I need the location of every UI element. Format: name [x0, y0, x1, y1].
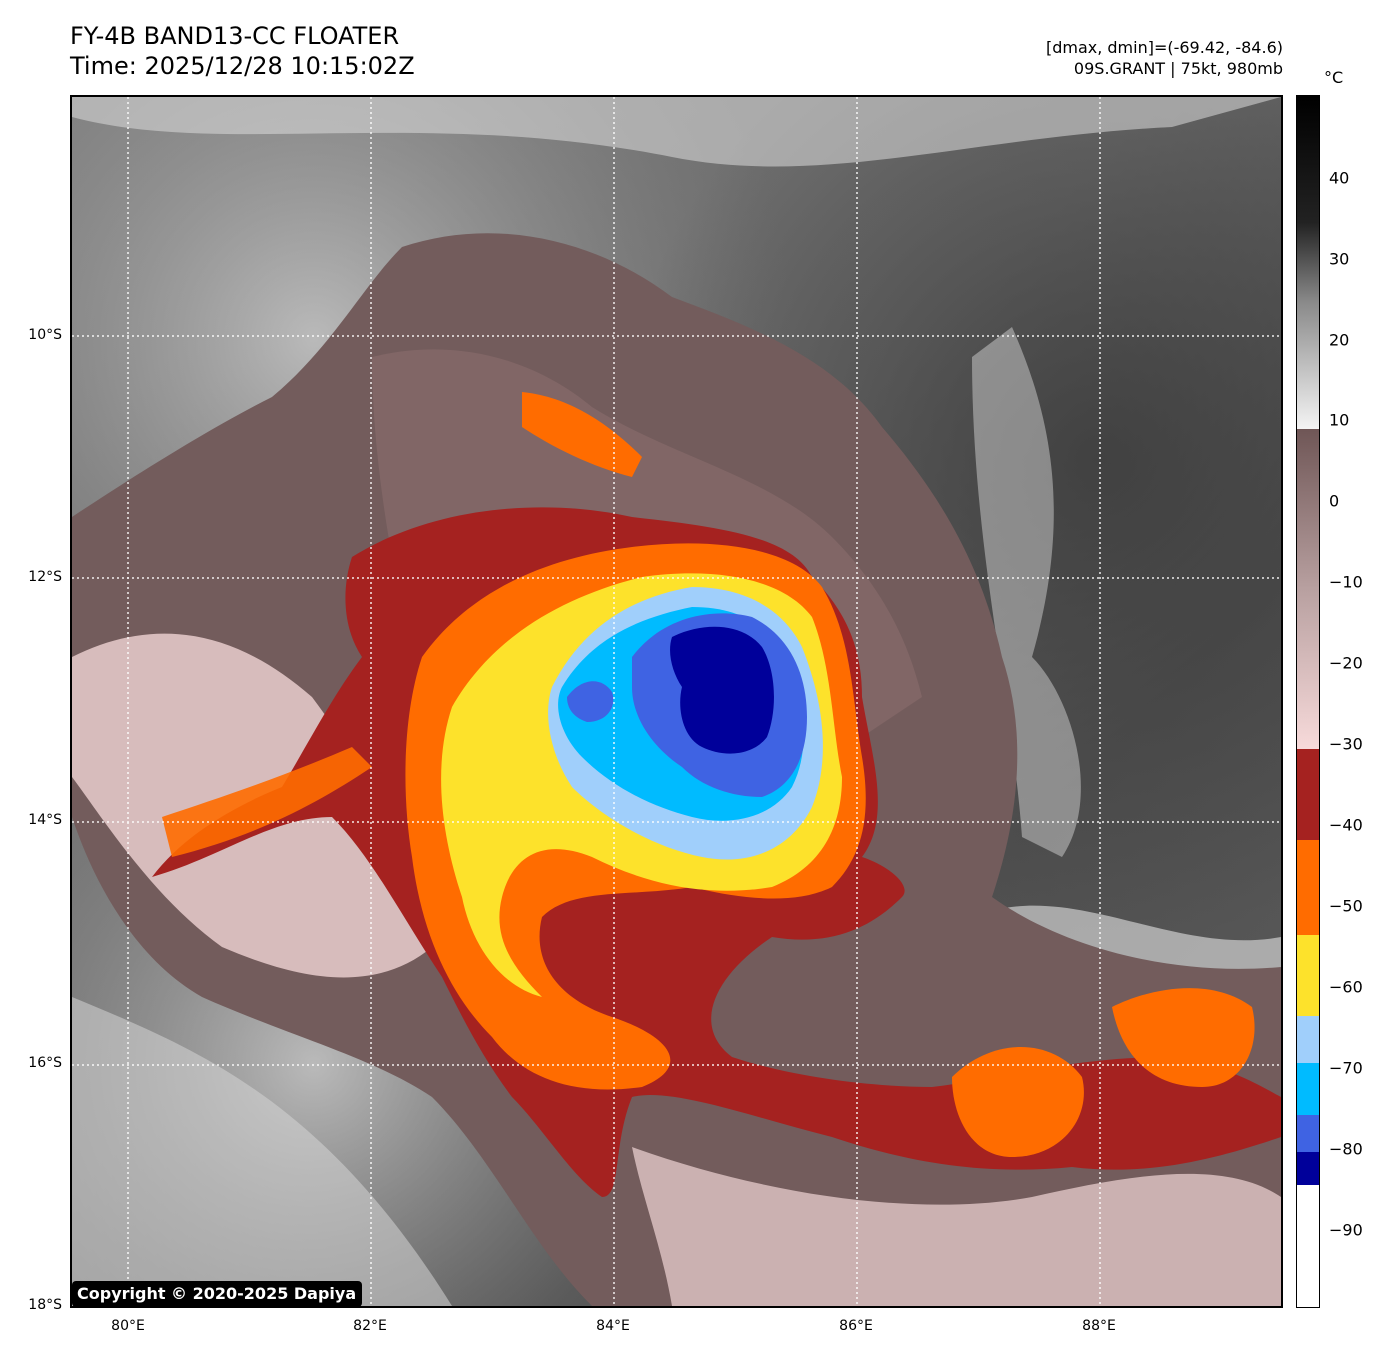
- colorbar-mid-segment: [1297, 429, 1319, 749]
- colorbar-white: [1297, 1185, 1319, 1307]
- colorbar-tick: −70: [1329, 1058, 1363, 1078]
- timestamp: Time: 2025/12/28 10:15:02Z: [70, 52, 415, 80]
- lon-label: 84°E: [596, 1318, 630, 1334]
- colorbar-tick: −40: [1329, 815, 1363, 835]
- copyright-badge: Copyright © 2020-2025 Dapiya: [72, 1281, 363, 1306]
- colorbar-tick: −50: [1329, 896, 1363, 916]
- lat-label: 18°S: [28, 1297, 62, 1313]
- graticule: [72, 97, 1281, 1306]
- satellite-map: Copyright © 2020-2025 Dapiya: [70, 95, 1283, 1308]
- colorbar-tick: −80: [1329, 1139, 1363, 1159]
- colorbar-warm-segment: [1297, 96, 1319, 429]
- colorbar-royal-blue: [1297, 1115, 1319, 1152]
- colorbar-tick: 40: [1329, 168, 1350, 188]
- colorbar-tick: −20: [1329, 653, 1363, 673]
- colorbar-tick: −30: [1329, 734, 1363, 754]
- lat-label: 12°S: [28, 569, 62, 585]
- colorbar-tick: 20: [1329, 330, 1350, 350]
- lat-label: 10°S: [28, 327, 62, 343]
- colorbar-light-blue: [1297, 1016, 1319, 1063]
- colorbar-yellow: [1297, 935, 1319, 1016]
- colorbar-navy: [1297, 1152, 1319, 1185]
- colorbar-tick: −60: [1329, 977, 1363, 997]
- colorbar-dark-red: [1297, 749, 1319, 840]
- data-range-text: [dmax, dmin]=(-69.42, -84.6): [1045, 38, 1283, 57]
- colorbar-tick: −90: [1329, 1220, 1363, 1240]
- colorbar-tick: 0: [1329, 491, 1340, 511]
- convection-navy: [670, 626, 774, 754]
- colorbar-tick: 30: [1329, 249, 1350, 269]
- colorbar-unit: °C: [1324, 68, 1344, 87]
- storm-info-text: 09S.GRANT | 75kt, 980mb: [1073, 59, 1283, 78]
- colorbar-cyan: [1297, 1063, 1319, 1115]
- colorbar-tick: 10: [1329, 410, 1350, 430]
- lon-label: 82°E: [353, 1318, 387, 1334]
- lon-label: 86°E: [839, 1318, 873, 1334]
- chart-title: FY-4B BAND13-CC FLOATER: [70, 22, 400, 50]
- colorbar: [1296, 95, 1320, 1308]
- lat-label: 14°S: [28, 812, 62, 828]
- colorbar-tick: −10: [1329, 572, 1363, 592]
- lon-label: 88°E: [1082, 1318, 1116, 1334]
- colorbar-orange: [1297, 840, 1319, 935]
- lon-label: 80°E: [111, 1318, 145, 1334]
- ir-imagery: [72, 97, 1281, 1306]
- lat-label: 16°S: [28, 1055, 62, 1071]
